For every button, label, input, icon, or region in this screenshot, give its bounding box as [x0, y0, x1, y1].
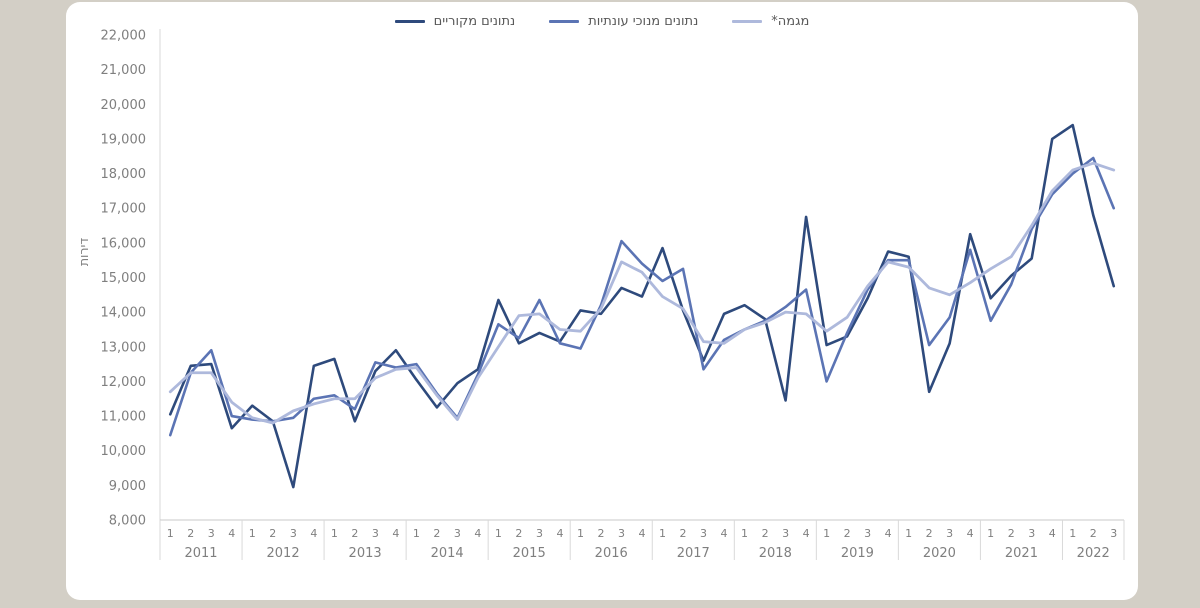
svg-text:17,000: 17,000	[101, 202, 147, 217]
svg-text:1: 1	[331, 527, 338, 540]
svg-text:4: 4	[228, 527, 235, 540]
legend-item-trend: מגמה*	[732, 14, 809, 29]
svg-text:18,000: 18,000	[101, 167, 147, 182]
svg-text:1: 1	[987, 527, 994, 540]
svg-text:2: 2	[515, 527, 522, 540]
svg-text:1: 1	[413, 527, 420, 540]
svg-text:2015: 2015	[513, 546, 546, 561]
svg-text:2: 2	[597, 527, 604, 540]
svg-text:4: 4	[556, 527, 563, 540]
legend-item-original-data: נתונים מקוריים	[394, 14, 516, 29]
svg-text:14,000: 14,000	[101, 306, 147, 321]
svg-text:2: 2	[926, 527, 933, 540]
svg-text:3: 3	[700, 527, 707, 540]
svg-text:2: 2	[680, 527, 687, 540]
svg-text:4: 4	[803, 527, 810, 540]
svg-text:3: 3	[864, 527, 871, 540]
svg-text:2016: 2016	[595, 546, 628, 561]
svg-text:2022: 2022	[1077, 546, 1110, 561]
svg-text:3: 3	[946, 527, 953, 540]
svg-text:3: 3	[536, 527, 543, 540]
svg-text:2: 2	[844, 527, 851, 540]
svg-text:4: 4	[474, 527, 481, 540]
svg-text:2: 2	[762, 527, 769, 540]
svg-text:2020: 2020	[923, 546, 956, 561]
y-axis-title: דירות	[76, 237, 91, 267]
original-data-line-swatch-icon	[394, 20, 425, 23]
svg-text:3: 3	[1110, 527, 1117, 540]
svg-text:1: 1	[905, 527, 912, 540]
svg-text:4: 4	[310, 527, 317, 540]
svg-text:1: 1	[167, 527, 174, 540]
svg-text:2017: 2017	[677, 546, 710, 561]
svg-text:4: 4	[639, 527, 646, 540]
svg-text:2019: 2019	[841, 546, 874, 561]
svg-text:2: 2	[269, 527, 276, 540]
svg-text:4: 4	[721, 527, 728, 540]
svg-text:2011: 2011	[184, 546, 217, 561]
svg-text:2: 2	[433, 527, 440, 540]
svg-text:3: 3	[618, 527, 625, 540]
svg-text:9,000: 9,000	[109, 479, 146, 494]
svg-text:2014: 2014	[431, 546, 464, 561]
svg-text:3: 3	[454, 527, 461, 540]
svg-text:12,000: 12,000	[101, 375, 147, 390]
svg-text:1: 1	[577, 527, 584, 540]
chart-canvas: 22,00021,00020,00019,00018,00017,00016,0…	[101, 29, 1125, 561]
svg-text:21,000: 21,000	[101, 63, 147, 78]
svg-text:10,000: 10,000	[101, 444, 147, 459]
svg-text:3: 3	[1028, 527, 1035, 540]
svg-text:1: 1	[823, 527, 830, 540]
svg-text:13,000: 13,000	[101, 340, 147, 355]
legend-item-seasonally-adjusted: נתונים מנוכי עונתיות	[549, 14, 698, 29]
svg-text:3: 3	[782, 527, 789, 540]
chart-legend: נתונים מקוריים נתונים מנוכי עונתיות מגמה…	[66, 14, 1138, 29]
svg-text:2013: 2013	[349, 546, 382, 561]
svg-text:15,000: 15,000	[101, 271, 147, 286]
svg-text:20,000: 20,000	[101, 98, 147, 113]
chart-panel: נתונים מקוריים נתונים מנוכי עונתיות מגמה…	[66, 2, 1138, 600]
svg-text:1: 1	[741, 527, 748, 540]
svg-text:2: 2	[1090, 527, 1097, 540]
svg-text:1: 1	[1069, 527, 1076, 540]
svg-text:4: 4	[885, 527, 892, 540]
legend-label: מגמה*	[771, 14, 810, 29]
svg-text:16,000: 16,000	[101, 236, 147, 251]
trend-line-swatch-icon	[732, 20, 763, 23]
legend-label: נתונים מקוריים	[433, 14, 516, 29]
svg-text:2: 2	[187, 527, 194, 540]
svg-text:1: 1	[249, 527, 256, 540]
svg-text:1: 1	[659, 527, 666, 540]
legend-label: נתונים מנוכי עונתיות	[588, 14, 699, 29]
svg-text:3: 3	[208, 527, 215, 540]
svg-text:4: 4	[967, 527, 974, 540]
svg-text:8,000: 8,000	[109, 514, 146, 529]
svg-text:22,000: 22,000	[101, 29, 147, 44]
svg-text:11,000: 11,000	[101, 410, 147, 425]
svg-text:2021: 2021	[1005, 546, 1038, 561]
seasonally-adjusted-line-swatch-icon	[549, 20, 580, 23]
svg-text:4: 4	[392, 527, 399, 540]
svg-text:2018: 2018	[759, 546, 792, 561]
svg-text:3: 3	[372, 527, 379, 540]
svg-text:2: 2	[351, 527, 358, 540]
svg-text:4: 4	[1049, 527, 1056, 540]
svg-text:1: 1	[495, 527, 502, 540]
svg-text:2: 2	[1008, 527, 1015, 540]
svg-text:2012: 2012	[267, 546, 300, 561]
svg-text:19,000: 19,000	[101, 132, 147, 147]
svg-text:3: 3	[290, 527, 297, 540]
